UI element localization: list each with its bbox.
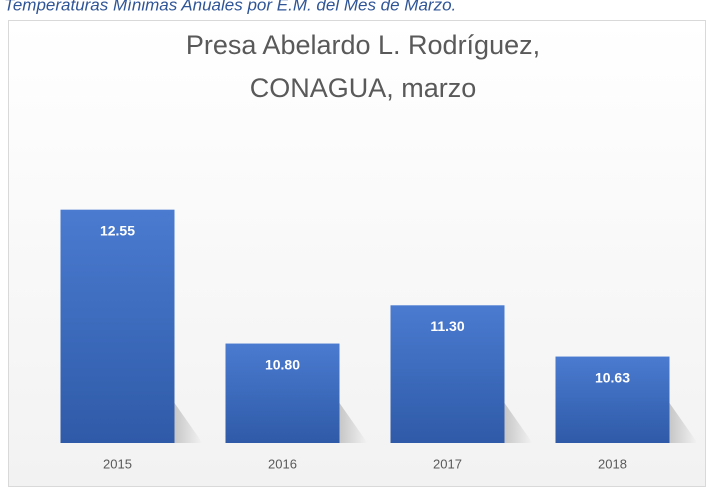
x-tick-label: 2018 [598,456,627,471]
data-label: 12.55 [100,222,135,238]
bar-shadow [504,403,533,443]
chart-title: CONAGUA, marzo [250,73,477,103]
bar-shadow [174,403,203,443]
data-label: 11.30 [430,318,464,334]
data-label: 10.63 [595,369,630,385]
x-tick-label: 2016 [268,456,297,471]
bar-shadow [339,403,368,443]
x-tick-label: 2017 [433,456,462,471]
x-tick-label: 2015 [103,456,132,471]
data-label: 10.80 [265,356,300,372]
chart-title: Presa Abelardo L. Rodríguez, [186,30,540,60]
bar [60,209,175,443]
caption: Temperaturas Mínimas Anuales por E.M. de… [4,0,456,14]
bar [390,305,505,443]
bar [555,356,670,443]
bar [225,343,340,443]
plot-area: 12.55 2015 10.80 2016 11.30 2017 10.63 2018 [60,209,698,471]
bar-shadow [669,403,698,443]
